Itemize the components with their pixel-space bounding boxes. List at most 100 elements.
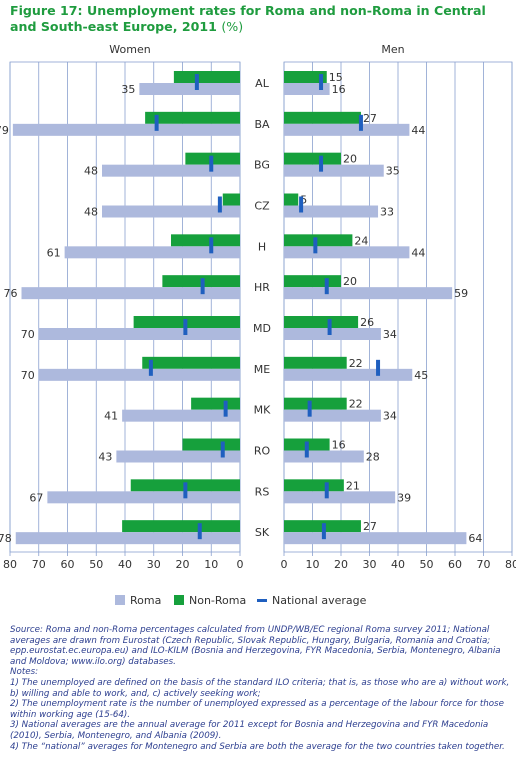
women-roma-bar <box>38 368 240 381</box>
women-x-tick-label: 20 <box>176 558 190 571</box>
women-roma-bar <box>12 123 240 136</box>
women-roma-bar <box>64 246 240 259</box>
women-x-tick-label: 60 <box>61 558 75 571</box>
men-national-average-marker <box>376 359 381 376</box>
men-roma-value-label: 45 <box>414 369 428 382</box>
women-non-roma-bar <box>145 111 240 124</box>
men-x-tick-label: 80 <box>505 558 516 571</box>
legend-swatch-national-average <box>257 599 267 602</box>
men-non-roma-value-label: 20 <box>343 275 357 288</box>
men-national-average-marker <box>299 196 304 213</box>
men-non-roma-value-label: 26 <box>360 316 374 329</box>
women-national-average-marker <box>183 319 188 335</box>
men-x-tick-label: 40 <box>391 558 405 571</box>
men-roma-value-label: 34 <box>383 410 397 423</box>
men-x-tick-label: 30 <box>363 558 377 571</box>
note-4: 4) The “national” averages for Montenegr… <box>10 741 505 752</box>
men-roma-value-label: 39 <box>397 491 411 504</box>
men-non-roma-bar <box>284 316 359 328</box>
men-national-average-marker <box>324 278 329 295</box>
men-national-average-marker <box>327 319 332 335</box>
women-non-roma-bar <box>173 71 240 83</box>
category-label: HR <box>254 281 270 294</box>
women-national-average-marker <box>223 400 228 417</box>
legend-swatch-roma <box>115 595 125 605</box>
women-roma-bar <box>21 287 240 300</box>
legend-label-roma: Roma <box>130 594 161 607</box>
women-roma-bar <box>47 491 240 504</box>
category-label: H <box>258 240 266 253</box>
men-non-roma-bar <box>284 356 347 369</box>
men-x-tick-label: 0 <box>281 558 288 571</box>
women-roma-value-label: 67 <box>29 491 43 504</box>
women-non-roma-bar <box>122 520 240 533</box>
men-roma-value-label: 33 <box>380 206 394 219</box>
women-non-roma-bar <box>191 397 240 410</box>
men-roma-bar <box>284 328 381 340</box>
men-roma-value-label: 44 <box>411 246 425 259</box>
women-national-average-marker <box>154 114 159 131</box>
women-x-tick-label: 10 <box>204 558 218 571</box>
men-roma-bar <box>284 246 410 259</box>
men-non-roma-value-label: 22 <box>349 357 363 370</box>
women-roma-value-label: 35 <box>121 83 135 96</box>
women-roma-bar <box>15 532 240 545</box>
men-non-roma-value-label: 27 <box>363 112 377 125</box>
women-national-average-marker <box>209 237 214 254</box>
women-roma-value-label: 79 <box>0 124 9 137</box>
men-non-roma-bar <box>284 234 353 247</box>
women-roma-value-label: 76 <box>4 287 18 300</box>
women-roma-bar <box>116 450 240 463</box>
category-label: MD <box>253 322 271 335</box>
women-x-tick-label: 50 <box>89 558 103 571</box>
men-roma-bar <box>284 287 453 300</box>
legend-label-national-average: National average <box>272 594 367 607</box>
men-roma-value-label: 34 <box>383 328 397 341</box>
men-roma-value-label: 59 <box>454 287 468 300</box>
men-x-tick-label: 70 <box>477 558 491 571</box>
figure-title-unit: (%) <box>221 19 244 34</box>
women-roma-value-label: 48 <box>84 165 98 178</box>
note-3: 3) National averages are the annual aver… <box>10 720 489 741</box>
women-non-roma-bar <box>182 438 240 451</box>
men-roma-value-label: 44 <box>411 124 425 137</box>
panel-label-men: Men <box>381 43 404 56</box>
men-non-roma-value-label: 20 <box>343 153 357 166</box>
men-x-tick-label: 60 <box>448 558 462 571</box>
men-non-roma-value-label: 16 <box>332 439 346 452</box>
women-non-roma-bar <box>171 234 240 247</box>
notes-heading: Notes: <box>10 667 39 678</box>
men-roma-bar <box>284 532 467 545</box>
women-roma-value-label: 43 <box>98 451 112 464</box>
chart-title: Figure 17: Unemployment rates for Roma a… <box>10 3 506 35</box>
legend-swatch-non-roma <box>174 595 184 605</box>
men-non-roma-value-label: 15 <box>329 71 343 84</box>
women-non-roma-bar <box>142 356 240 369</box>
men-roma-value-label: 64 <box>468 532 482 545</box>
men-national-average-marker <box>324 482 329 499</box>
women-x-tick-label: 40 <box>118 558 132 571</box>
men-roma-bar <box>284 205 379 218</box>
men-national-average-marker <box>319 74 324 90</box>
men-non-roma-bar <box>284 111 361 124</box>
source-note: Source: Roma and non-Roma percentages ca… <box>10 625 501 667</box>
men-x-tick-label: 50 <box>420 558 434 571</box>
women-national-average-marker <box>183 482 188 499</box>
men-non-roma-value-label: 24 <box>354 234 368 247</box>
men-non-roma-bar <box>284 397 347 410</box>
men-national-average-marker <box>313 237 318 254</box>
women-national-average-marker <box>217 196 222 213</box>
note-1: 1) The unemployed are defined on the bas… <box>10 677 510 699</box>
women-x-tick-label: 30 <box>147 558 161 571</box>
women-x-tick-label: 80 <box>3 558 17 571</box>
women-roma-value-label: 41 <box>104 410 118 423</box>
women-non-roma-bar <box>222 193 240 206</box>
figure-title-text: Unemployment rates for Roma and non-Roma… <box>10 3 486 34</box>
legend-label-non-roma: Non-Roma <box>189 594 246 607</box>
men-non-roma-bar <box>284 152 341 165</box>
category-label: MK <box>254 404 271 417</box>
men-non-roma-bar <box>284 479 344 492</box>
women-roma-value-label: 78 <box>0 532 12 545</box>
butterfly-bar-chart: Women Men 80 70 60 50 40 30 20 10 0 0 10 20 30 40 50 60 70… <box>0 43 516 607</box>
men-non-roma-bar <box>284 275 341 288</box>
